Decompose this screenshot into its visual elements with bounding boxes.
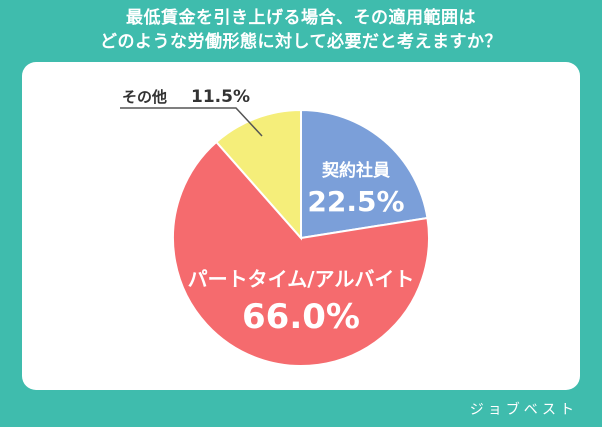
slice-value-other: 11.5%: [191, 87, 250, 107]
slice-value-parttime: 66.0%: [242, 297, 360, 337]
chart-title: 最低賃金を引き上げる場合、その適用範囲は どのような労働形態に対して必要だと考え…: [0, 6, 602, 54]
chart-title-line-1: 最低賃金を引き上げる場合、その適用範囲は: [126, 8, 476, 28]
pie-slice-other: [214, 108, 302, 241]
pie-slices: [172, 108, 430, 367]
slice-label-contract: 契約社員: [321, 160, 390, 181]
slice-label-other: その他: [122, 88, 167, 106]
slice-value-contract: 22.5%: [307, 185, 404, 218]
other-leader-line: [120, 107, 263, 137]
pie-slice-parttime: [172, 140, 430, 367]
slice-label-parttime: パートタイム/アルバイト: [188, 267, 415, 291]
chart-title-line-2: どのような労働形態に対して必要だと考えますか？: [100, 32, 502, 52]
pie-slice-contract: [300, 108, 429, 240]
brand-logo: ジョブベスト: [469, 402, 578, 418]
